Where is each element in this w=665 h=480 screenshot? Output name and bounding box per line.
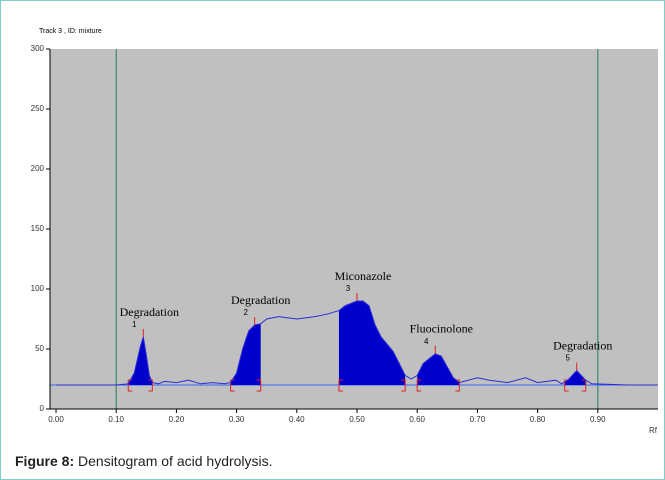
y-tick-label: 300 (31, 44, 45, 53)
x-tick-label: 0.70 (470, 415, 486, 424)
peak-area (230, 323, 261, 385)
y-tick-label: 50 (35, 344, 44, 353)
caption-text: Densitogram of acid hydrolysis. (74, 453, 273, 469)
peak-bracket (581, 379, 587, 392)
curve (56, 300, 658, 386)
peak-number: 4 (424, 337, 429, 346)
y-tick-label: 200 (31, 164, 45, 173)
x-tick-label: 0.10 (108, 415, 124, 424)
x-tick-label: 0.20 (169, 415, 185, 424)
peak-bracket (256, 379, 262, 392)
peak-label: Degradation (231, 293, 290, 307)
peak-bracket (564, 379, 569, 392)
y-tick-label: 100 (31, 284, 45, 293)
x-tick-label: 0.60 (409, 415, 425, 424)
peak-bracket (338, 379, 343, 392)
x-tick-label: 0.40 (289, 415, 305, 424)
peak-number: 2 (243, 308, 248, 317)
peak-number: 1 (132, 320, 137, 329)
y-tick-label: 0 (40, 404, 45, 413)
peak-bracket (416, 379, 422, 392)
x-axis-label: Rf (649, 426, 658, 435)
peak-area (338, 301, 406, 385)
peak-bracket (148, 379, 153, 392)
x-tick-label: 0.90 (590, 415, 606, 424)
caption: Figure 8: Densitogram of acid hydrolysis… (15, 453, 273, 469)
peak-label: Degradation (120, 305, 179, 319)
y-tick-label: 250 (31, 104, 45, 113)
x-tick-label: 0.80 (530, 415, 546, 424)
peak-label: Miconazole (335, 269, 392, 283)
peak-label: Fluocinolone (410, 322, 473, 336)
y-tick-label: 150 (31, 224, 45, 233)
chart-header: Track 3 , ID: mixture (39, 28, 102, 35)
caption-label: Figure 8: (15, 453, 75, 469)
peak-bracket (455, 379, 460, 392)
x-tick-label: 0.50 (349, 415, 365, 424)
peak-bracket (401, 379, 406, 392)
peak-number: 3 (346, 284, 351, 293)
peak-label: Degradation (553, 338, 612, 352)
peak-area (564, 370, 586, 385)
x-tick-label: 0.00 (48, 415, 64, 424)
x-tick-label: 0.30 (229, 415, 245, 424)
peak-number: 5 (566, 354, 571, 363)
peak-area (417, 353, 460, 385)
